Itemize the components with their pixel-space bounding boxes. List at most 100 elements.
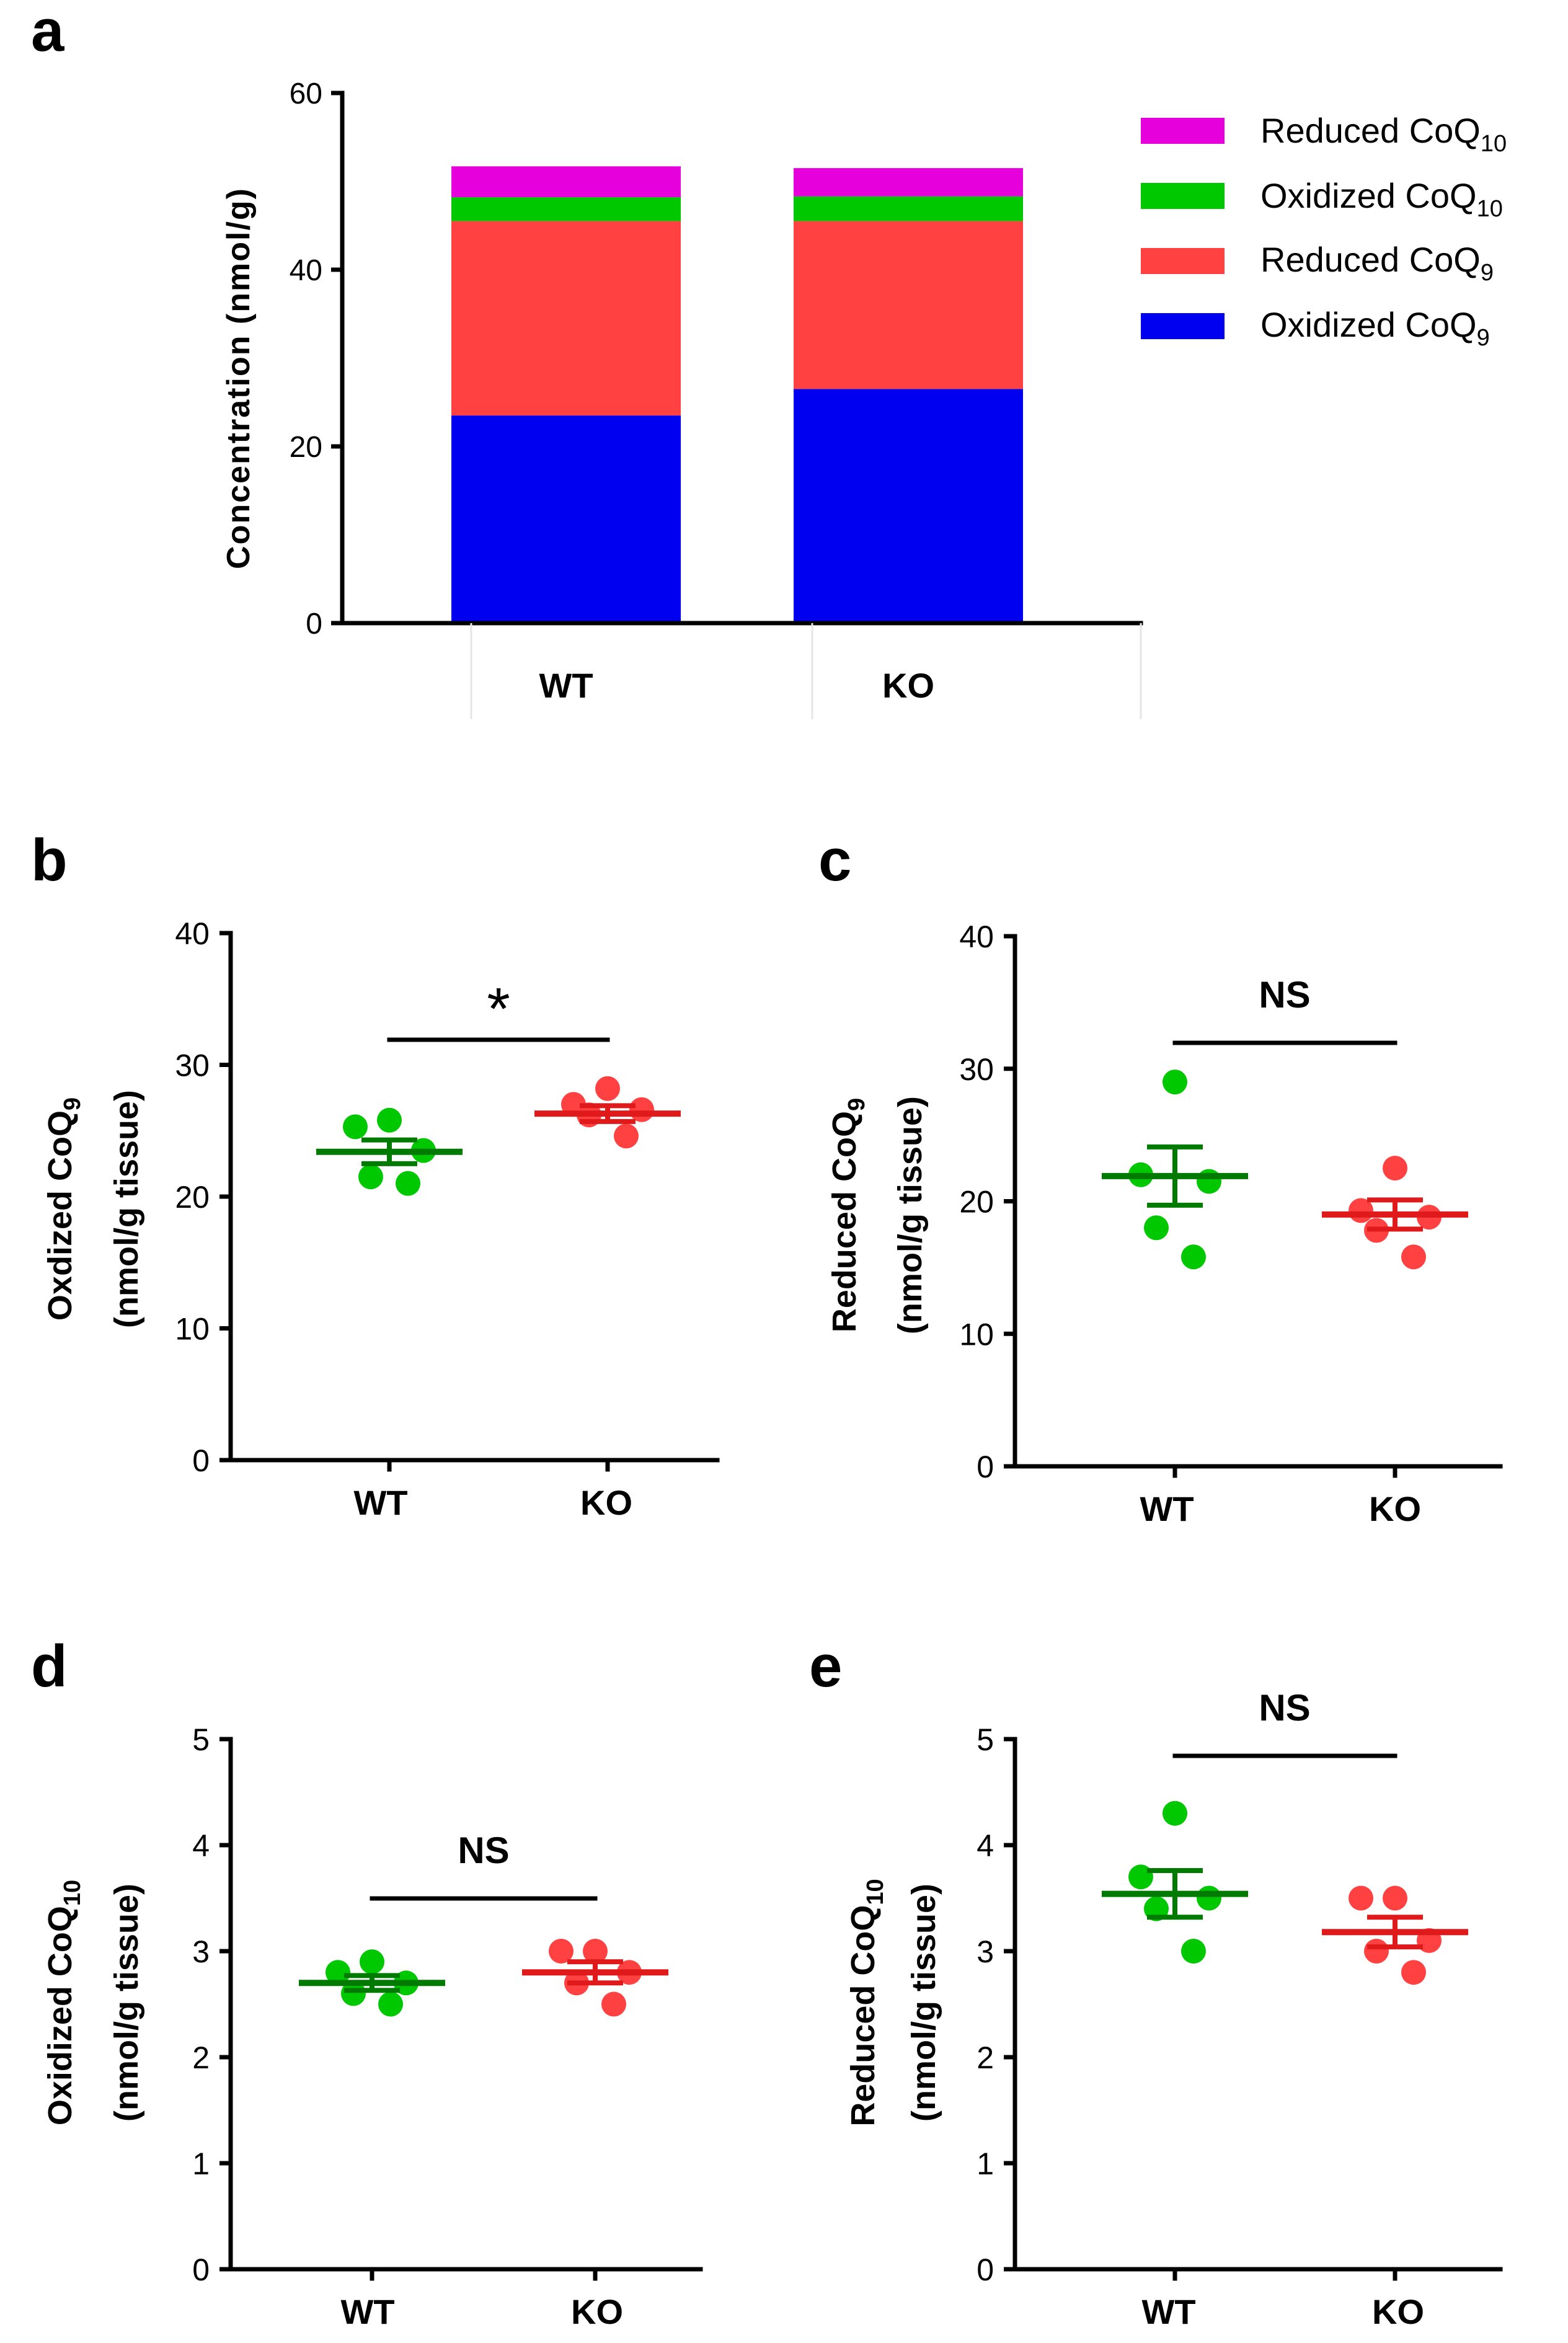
y-tick-label: 3 [977,1934,994,1969]
panel-d-scatter-chart: d Oxidized CoQ10 (nmol/g tissue) 012345 … [31,1633,703,2331]
panel-b-y-axis-label: Oxdized CoQ9 [42,1097,86,1321]
panel-e-y-axis-unit: (nmol/g tissue) [905,1884,942,2122]
y-tick-label: 20 [290,431,322,464]
panel-e-category-ko: KO [1372,2292,1424,2331]
y-tick-label: 40 [959,919,994,954]
panel-a-y-axis-label: Concentration (nmol/g) [221,187,257,569]
legend-swatch-reduced-coq10 [1141,118,1225,144]
y-tick-label: 0 [192,1443,210,1478]
data-point-ko [1383,1885,1407,1911]
y-tick-label: 4 [192,1828,210,1863]
data-point-wt [343,1114,368,1140]
panel-c-category-wt: WT [1140,1489,1194,1528]
panel-e-groups [1102,1800,1468,1985]
panel-b-category-wt: WT [353,1483,407,1522]
data-point-wt [1181,1244,1206,1270]
panel-d-category-wt: WT [340,2292,394,2331]
y-tick-label: 40 [290,254,322,287]
y-tick-label: 0 [306,608,322,640]
panel-c-significance-label: NS [1259,974,1310,1016]
y-tick-label: 4 [977,1828,994,1863]
y-tick-label: 10 [959,1317,994,1352]
bar-segment-wt-oxidized-coq10 [451,197,681,221]
legend-label-oxidized-coq9: Oxidized CoQ9 [1260,305,1490,351]
data-point-ko [1349,1885,1373,1911]
panel-d-category-ko: KO [571,2292,623,2331]
panel-c-y-ticks: 0 10 20 30 40 [959,919,1015,1484]
panel-d-letter: d [31,1633,68,1699]
panel-b-y-ticks: 0 10 20 30 40 [175,916,231,1478]
panel-a-bars [451,166,1023,623]
y-tick-label: 0 [192,2252,210,2287]
panel-c-category-ko: KO [1369,1489,1421,1528]
bar-segment-ko-reduced-coq10 [794,168,1023,197]
data-point-wt [326,1960,350,1985]
data-point-ko [595,1076,620,1101]
panel-d-y-ticks: 0 1 2 3 4 5 [192,1722,231,2287]
bar-segment-wt-reduced-coq10 [451,166,681,198]
data-point-wt [1197,1169,1221,1194]
panel-c-letter: c [818,827,851,893]
data-point-wt [1197,1885,1221,1911]
panel-b-significance-star: * [487,976,510,1042]
legend-swatch-reduced-coq9 [1141,248,1225,274]
data-point-wt [360,1949,384,1975]
bar-segment-ko-oxidized-coq9 [794,389,1023,623]
y-tick-label: 60 [290,78,322,110]
data-point-wt [378,1991,403,2017]
panel-e-scatter-chart: e Reduced CoQ10 (nmol/g tissue) 0 1 2 3 4 5 N… [809,1633,1503,2331]
panel-b-scatter-chart: b Oxdized CoQ9 (nmol/g tissue) 0 10 20 30 40… [31,827,720,1522]
panel-a-letter: a [31,0,64,64]
panel-b-groups [316,1076,681,1196]
panel-e-significance-label: NS [1259,1687,1310,1729]
panel-e-letter: e [809,1633,842,1699]
panel-a-stacked-bar-chart: a Concentration (nmol/g) 0 20 40 60 WT KO R… [31,0,1507,719]
panel-c-y-axis-unit: (nmol/g tissue) [892,1096,929,1334]
bar-segment-wt-oxidized-coq9 [451,415,681,623]
panel-a-category-wt: WT [539,666,593,705]
y-tick-label: 1 [977,2146,994,2181]
y-tick-label: 40 [175,916,210,951]
bar-segment-ko-reduced-coq9 [794,221,1023,389]
data-point-ko [583,1939,608,1964]
data-point-ko [1383,1156,1407,1181]
y-tick-label: 1 [192,2146,210,2181]
y-tick-label: 0 [977,2252,994,2287]
panel-c-scatter-chart: c Reduced CoQ9 (nmol/g tissue) 0 10 20 30 40… [818,827,1503,1528]
panel-c-y-axis-label: Reduced CoQ9 [826,1098,870,1332]
data-point-wt [1163,1800,1187,1826]
data-point-wt [377,1107,402,1133]
y-tick-label: 20 [175,1180,210,1215]
panel-d-groups [299,1939,668,2017]
data-point-ko [1401,1960,1426,1985]
y-tick-label: 30 [175,1048,210,1083]
bar-segment-wt-reduced-coq9 [451,221,681,416]
y-tick-label: 5 [977,1722,994,1757]
legend-swatch-oxidized-coq9 [1141,313,1225,339]
data-point-ko [614,1123,639,1149]
y-tick-label: 2 [192,2040,210,2075]
panel-a-legend: Reduced CoQ10 Oxidized CoQ10 Reduced CoQ… [1141,111,1507,351]
panel-e-y-ticks: 0 1 2 3 4 5 [977,1722,1015,2287]
panel-e-category-wt: WT [1141,2292,1195,2331]
panel-c-groups [1102,1070,1468,1270]
data-point-wt [358,1164,383,1190]
data-point-ko [549,1939,574,1964]
panel-a-category-ko: KO [882,666,934,705]
panel-b-y-axis-unit: (nmol/g tissue) [108,1090,145,1328]
y-tick-label: 10 [175,1312,210,1347]
data-point-wt [1163,1070,1187,1095]
legend-label-reduced-coq10: Reduced CoQ10 [1260,111,1507,157]
data-point-ko [1401,1244,1426,1270]
data-point-wt [1181,1939,1206,1964]
data-point-ko [629,1097,654,1122]
legend-swatch-oxidized-coq10 [1141,183,1225,209]
data-point-ko [601,1991,626,2017]
panel-d-y-axis-label: Oxidized CoQ10 [42,1880,86,2125]
legend-label-reduced-coq9: Reduced CoQ9 [1260,240,1494,286]
data-point-ko [1364,1939,1389,1964]
y-tick-label: 30 [959,1052,994,1087]
data-point-wt [1144,1215,1169,1241]
panel-d-y-axis-unit: (nmol/g tissue) [108,1884,145,2122]
data-point-wt [341,1981,366,2006]
